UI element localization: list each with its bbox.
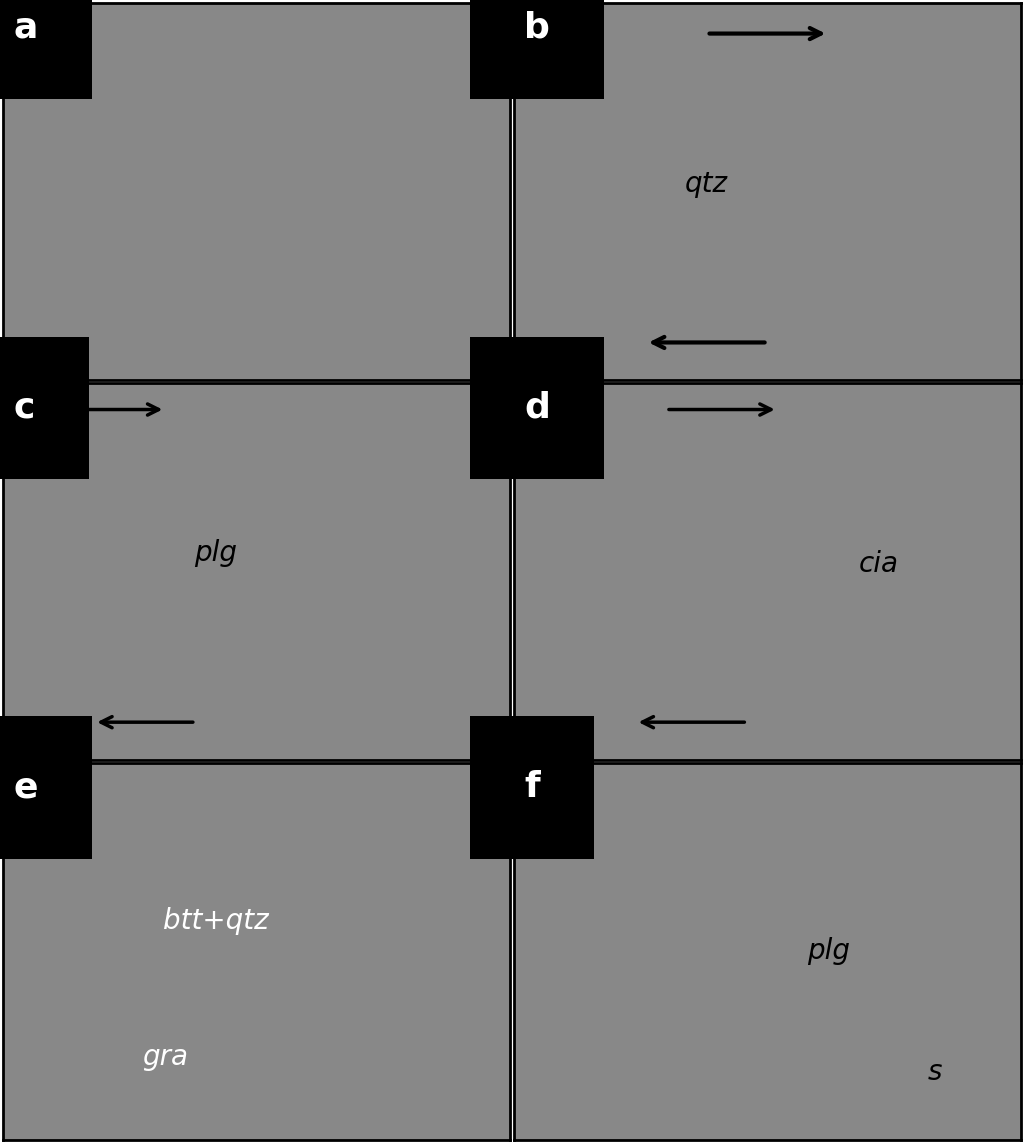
Text: plg: plg: [195, 538, 238, 567]
Text: c: c: [13, 391, 35, 425]
Text: btt+qtz: btt+qtz: [163, 908, 269, 935]
Text: a: a: [13, 11, 38, 45]
Text: f: f: [524, 770, 540, 805]
Text: d: d: [524, 391, 550, 425]
Text: plg: plg: [807, 937, 850, 965]
Text: b: b: [524, 11, 550, 45]
Text: e: e: [13, 770, 38, 805]
Text: qtz: qtz: [685, 170, 728, 198]
Text: s: s: [928, 1057, 942, 1086]
Text: gra: gra: [142, 1042, 188, 1071]
Text: cia: cia: [859, 550, 899, 578]
